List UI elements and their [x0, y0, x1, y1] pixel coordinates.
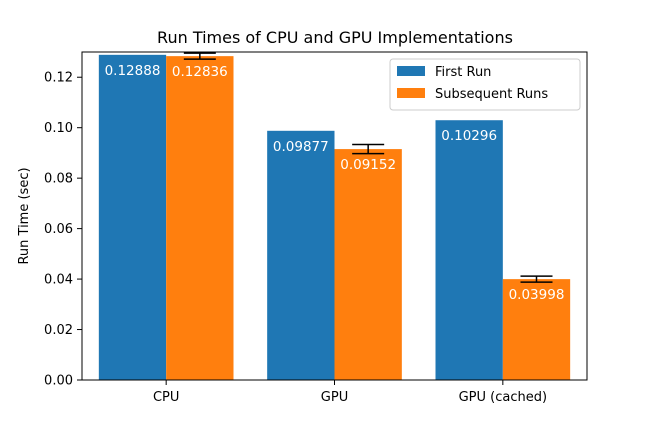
error-bars-layer [183, 52, 553, 283]
bar-series-0-gpu-cached [435, 120, 503, 380]
bar-value-label-series-0-gpu: 0.09877 [273, 139, 329, 155]
y-axis-label: Run Time (sec) [17, 167, 32, 264]
y-tick-label: 0.08 [44, 172, 73, 187]
x-tick-label: GPU (cached) [459, 390, 547, 405]
legend-label-subsequent-runs: Subsequent Runs [435, 87, 548, 102]
bar-value-label-series-1-gpu-cached: 0.03998 [509, 287, 565, 303]
legend-box [389, 58, 581, 111]
bar-value-label-series-1-gpu: 0.09152 [340, 157, 396, 173]
legend: First Run Subsequent Runs [389, 58, 581, 111]
legend-label-first-run: First Run [435, 65, 491, 80]
bars-layer [98, 54, 571, 380]
x-tick-label: GPU [321, 390, 348, 405]
y-tick-label: 0.12 [44, 71, 73, 86]
x-tick-label: CPU [153, 390, 179, 405]
bar-value-label-series-0-cpu: 0.12888 [105, 63, 161, 79]
bar-series-1-cpu [166, 56, 234, 380]
bar-value-label-series-0-gpu-cached: 0.10296 [441, 128, 497, 144]
x-axis: CPU GPU GPU (cached) [153, 380, 547, 405]
y-axis: 0.00 0.02 0.04 0.06 0.08 0.10 0.12 [44, 71, 82, 389]
bar-series-1-gpu-cached [502, 279, 571, 380]
bar-series-0-gpu [267, 130, 335, 380]
legend-swatch-subsequent-runs [397, 88, 425, 98]
y-tick-label: 0.06 [44, 222, 73, 237]
bar-labels-layer: 0.12888 0.09877 0.10296 0.12836 0.09152 0.039… [105, 63, 565, 303]
chart-title: Run Times of CPU and GPU Implementations [157, 28, 513, 47]
y-tick-label: 0.04 [44, 273, 73, 288]
legend-swatch-first-run [397, 66, 425, 76]
bar-series-0-cpu [98, 54, 167, 380]
bar-series-1-gpu [334, 149, 402, 380]
y-tick-label: 0.02 [44, 323, 73, 338]
y-tick-label: 0.00 [44, 374, 73, 389]
bar-value-label-series-1-cpu: 0.12836 [172, 64, 228, 80]
y-tick-label: 0.10 [44, 121, 73, 136]
